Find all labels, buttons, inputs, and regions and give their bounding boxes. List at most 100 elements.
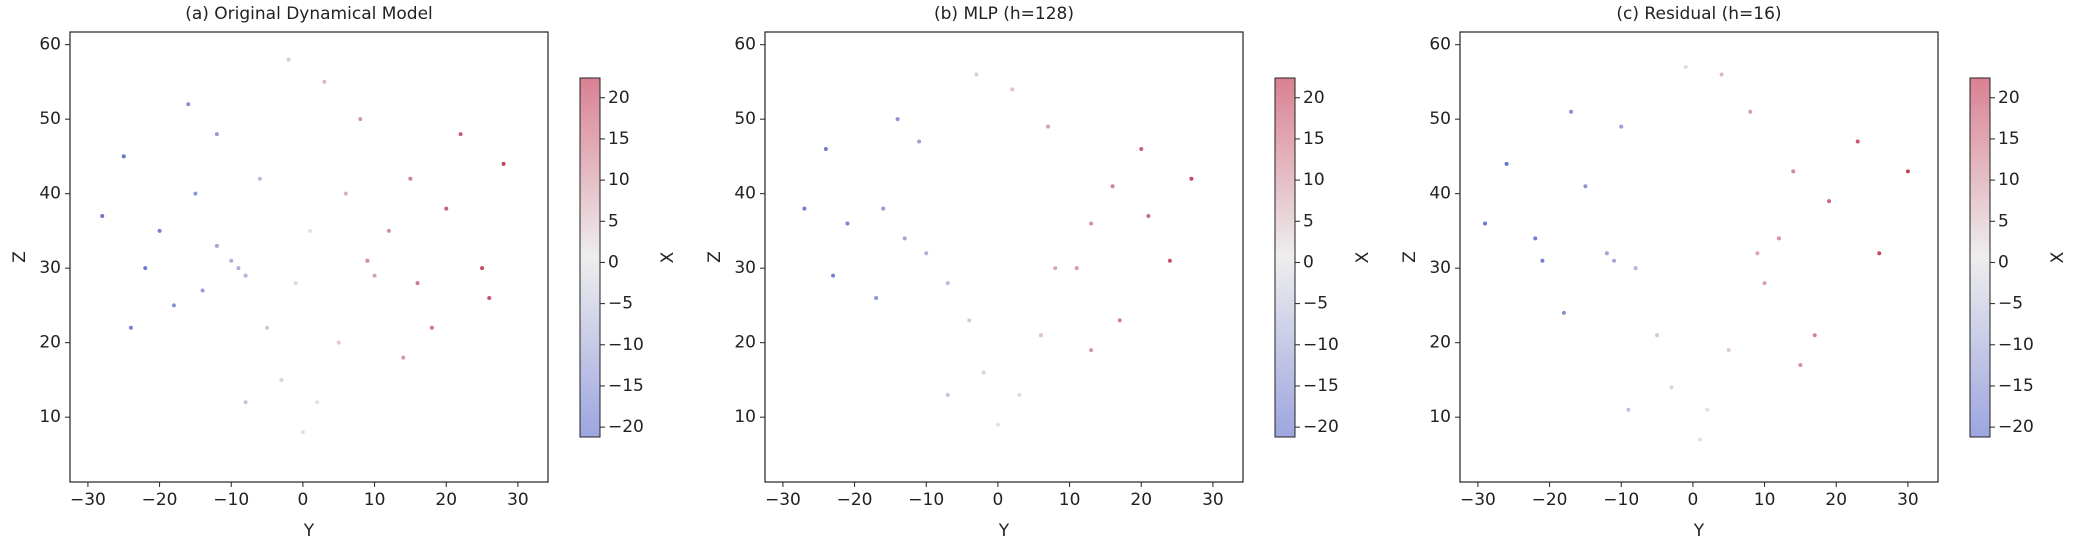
point xyxy=(845,221,850,226)
colorbar-tick-label: 15 xyxy=(1998,129,2020,149)
point xyxy=(1189,176,1194,181)
y-tick-label: 40 xyxy=(1429,184,1451,204)
y-tick-label: 60 xyxy=(1429,35,1451,55)
colorbar-label: X xyxy=(2048,251,2068,263)
x-axis-label: Y xyxy=(998,521,1010,541)
y-tick-label: 50 xyxy=(39,109,61,129)
colorbar-tick-label: 10 xyxy=(608,170,630,190)
x-tick-label: −10 xyxy=(213,490,249,510)
colorbar-tick-label: −10 xyxy=(1998,335,2034,355)
point xyxy=(1504,161,1509,166)
y-tick-label: 30 xyxy=(734,258,756,278)
point xyxy=(1053,266,1058,271)
y-tick-label: 60 xyxy=(39,35,61,55)
point xyxy=(1755,251,1760,256)
y-tick-label: 10 xyxy=(1429,407,1451,427)
x-tick-label: 30 xyxy=(1897,490,1919,510)
y-tick-label: 20 xyxy=(39,333,61,353)
colorbar-tick-label: −20 xyxy=(1998,417,2034,437)
colorbar-tick-label: 20 xyxy=(1998,88,2020,108)
point xyxy=(1762,281,1767,286)
point xyxy=(128,325,133,330)
y-tick-label: 50 xyxy=(734,109,756,129)
x-tick-label: 20 xyxy=(1130,490,1152,510)
point xyxy=(1604,251,1609,256)
point xyxy=(981,370,986,375)
y-tick-label: 30 xyxy=(1429,258,1451,278)
y-tick-label: 30 xyxy=(39,258,61,278)
colorbar xyxy=(579,77,601,438)
x-tick-label: −30 xyxy=(765,490,801,510)
point xyxy=(480,266,485,271)
point xyxy=(193,191,198,196)
point xyxy=(458,132,463,137)
point xyxy=(1683,65,1688,70)
point xyxy=(1583,184,1588,189)
point xyxy=(1612,258,1617,263)
point xyxy=(358,117,363,122)
point xyxy=(945,392,950,397)
colorbar-tick-label: −10 xyxy=(608,335,644,355)
point xyxy=(336,340,341,345)
plot-frame xyxy=(69,31,549,483)
point xyxy=(157,228,162,233)
x-tick-label: 30 xyxy=(1202,490,1224,510)
point xyxy=(874,295,879,300)
y-tick-label: 10 xyxy=(734,407,756,427)
x-tick-label: 0 xyxy=(992,490,1003,510)
colorbar-tick-label: 10 xyxy=(1998,170,2020,190)
y-axis-label: Z xyxy=(1400,251,1420,263)
x-axis-label: Y xyxy=(1693,521,1705,541)
colorbar-tick-label: −10 xyxy=(1303,335,1339,355)
colorbar-tick-label: 15 xyxy=(608,129,630,149)
point xyxy=(1561,310,1566,315)
colorbar xyxy=(1969,77,1991,438)
y-tick-label: 10 xyxy=(39,407,61,427)
point xyxy=(286,57,291,62)
point xyxy=(881,206,886,211)
point xyxy=(487,295,492,300)
colorbar-tick-label: 0 xyxy=(608,252,619,272)
point xyxy=(1855,139,1860,144)
colorbar-tick-label: 5 xyxy=(1998,211,2009,231)
point xyxy=(1748,109,1753,114)
x-tick-label: 10 xyxy=(1754,490,1776,510)
colorbar-tick-label: 20 xyxy=(608,88,630,108)
y-tick-label: 40 xyxy=(39,184,61,204)
x-tick-label: −30 xyxy=(70,490,106,510)
y-tick-label: 40 xyxy=(734,184,756,204)
point xyxy=(1167,258,1172,263)
point xyxy=(186,102,191,107)
point xyxy=(1812,333,1817,338)
chart-title: (c) Residual (h=16) xyxy=(1616,4,1781,24)
colorbar-tick-label: 5 xyxy=(608,211,619,231)
colorbar-tick-label: 20 xyxy=(1303,88,1325,108)
point xyxy=(408,176,413,181)
x-tick-label: −20 xyxy=(1532,490,1568,510)
point xyxy=(214,132,219,137)
x-tick-label: 10 xyxy=(1059,490,1081,510)
colorbar-tick-label: −5 xyxy=(608,294,633,314)
x-axis-label: Y xyxy=(303,521,315,541)
point xyxy=(1705,407,1710,412)
point xyxy=(1698,437,1703,442)
point xyxy=(1569,109,1574,114)
x-tick-label: 30 xyxy=(507,490,529,510)
point xyxy=(1010,87,1015,92)
point xyxy=(1798,363,1803,368)
x-tick-label: 20 xyxy=(1825,490,1847,510)
point xyxy=(121,154,126,159)
colorbar-tick-label: −15 xyxy=(608,376,644,396)
point xyxy=(308,228,313,233)
point xyxy=(444,206,449,211)
point xyxy=(293,281,298,286)
point xyxy=(1776,236,1781,241)
point xyxy=(501,161,506,166)
y-tick-label: 60 xyxy=(734,35,756,55)
point xyxy=(924,251,929,256)
point xyxy=(243,273,248,278)
point xyxy=(1905,169,1910,174)
point xyxy=(100,214,105,219)
point xyxy=(200,288,205,293)
point xyxy=(1540,258,1545,263)
